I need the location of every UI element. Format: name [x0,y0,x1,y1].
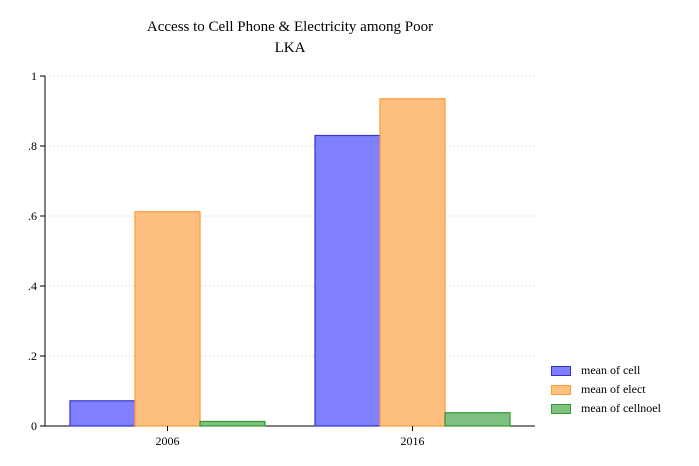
legend-item-cellnoel: mean of cellnoel [551,399,661,418]
legend-label-elect: mean of elect [581,382,646,396]
y-tick-label: 1 [31,69,37,83]
legend-label-cell: mean of cell [581,363,641,377]
x-tick-label: 2006 [156,434,180,448]
legend-label-cellnoel: mean of cellnoel [581,401,661,415]
y-axis: 0 .2 .4 .6 .8 1 [28,69,535,433]
bar-mean-of-cell-2006 [69,400,136,427]
y-tick-label: .8 [28,139,37,153]
chart-subtitle: LKA [274,40,306,56]
y-tick-label: 0 [31,419,37,433]
bar-mean-of-elect-2006 [134,211,201,427]
bar-mean-of-cellnoel-2016 [444,412,511,427]
gridlines [45,75,535,357]
x-tick-label: 2016 [401,434,425,448]
y-tick-label: .4 [28,279,37,293]
bar-mean-of-cell-2016 [314,134,381,427]
x-axis: 2006 2016 [156,426,425,448]
legend-item-cell: mean of cell [551,361,661,380]
y-tick-label: .2 [28,349,37,363]
legend-swatch-elect [551,384,571,395]
y-tick-label: .6 [28,209,37,223]
legend-swatch-cellnoel [551,403,571,414]
legend-item-elect: mean of elect [551,380,661,399]
legend-swatch-cell [551,365,571,376]
chart-title: Access to Cell Phone & Electricity among… [146,19,434,35]
legend: mean of cell mean of elect mean of celln… [551,361,661,418]
bars [69,98,511,427]
bar-mean-of-elect-2016 [379,98,446,427]
bar-mean-of-cellnoel-2006 [199,420,266,427]
